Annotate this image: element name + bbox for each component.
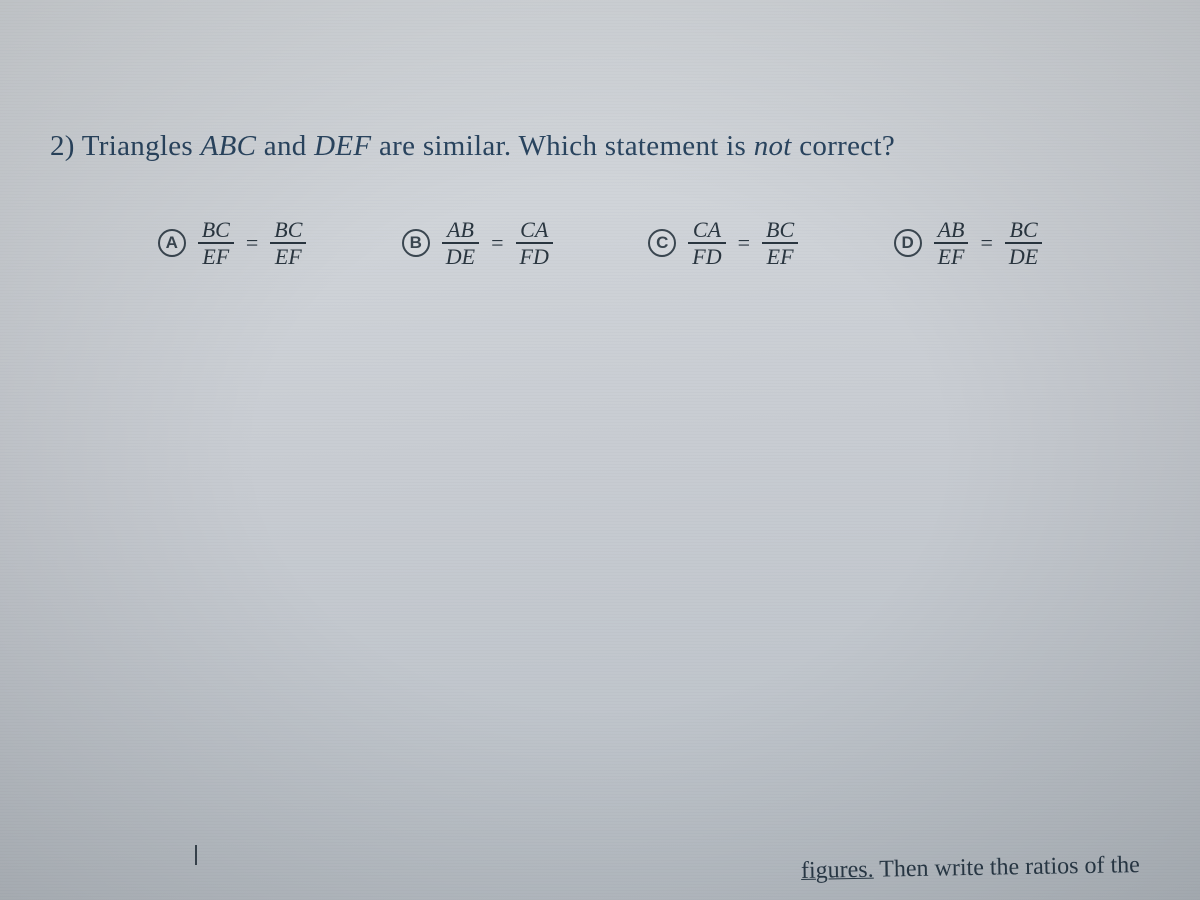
num: BC xyxy=(270,218,306,242)
question-text: 2) Triangles ABC and DEF are similar. Wh… xyxy=(50,130,1150,163)
den: FD xyxy=(688,244,725,268)
num: AB xyxy=(934,218,969,242)
fraction-b-right: CA FD xyxy=(516,218,553,268)
den: EF xyxy=(934,244,969,268)
fraction-c-right: BC EF xyxy=(762,218,798,268)
option-a[interactable]: A BC EF = BC EF xyxy=(158,218,307,268)
fraction-c-left: CA FD xyxy=(688,218,725,268)
q-not: not xyxy=(754,130,792,162)
num: BC xyxy=(198,218,234,242)
option-marker-d: D xyxy=(894,229,922,257)
equation-a: BC EF = BC EF xyxy=(198,218,307,268)
option-marker-b: B xyxy=(402,229,430,257)
option-d[interactable]: D AB EF = BC DE xyxy=(894,218,1043,268)
fraction-a-right: BC EF xyxy=(270,218,306,268)
equation-b: AB DE = CA FD xyxy=(442,218,553,268)
equals-sign: = xyxy=(736,230,752,256)
den: DE xyxy=(442,244,479,268)
num: BC xyxy=(762,218,798,242)
num: BC xyxy=(1006,218,1042,242)
num: AB xyxy=(443,218,478,242)
den: FD xyxy=(516,244,553,268)
equals-sign: = xyxy=(978,230,994,256)
den: EF xyxy=(198,244,233,268)
den: EF xyxy=(271,244,306,268)
triangle-def: DEF xyxy=(314,130,371,162)
q-word-triangles: Triangles xyxy=(82,130,193,162)
option-b[interactable]: B AB DE = CA FD xyxy=(402,218,553,268)
question-number: 2) xyxy=(50,130,75,162)
options-row: A BC EF = BC EF B xyxy=(50,218,1150,268)
num: CA xyxy=(689,218,725,242)
option-c[interactable]: C CA FD = BC EF xyxy=(648,218,798,268)
equation-d: AB EF = BC DE xyxy=(934,218,1043,268)
q-tail: correct? xyxy=(799,130,895,162)
den: EF xyxy=(763,244,798,268)
fraction-a-left: BC EF xyxy=(198,218,234,268)
fraction-d-right: BC DE xyxy=(1005,218,1042,268)
question-block: 2) Triangles ABC and DEF are similar. Wh… xyxy=(0,0,1200,268)
option-marker-a: A xyxy=(158,229,186,257)
den: DE xyxy=(1005,244,1042,268)
triangle-abc: ABC xyxy=(201,130,257,162)
equation-c: CA FD = BC EF xyxy=(688,218,798,268)
equals-sign: = xyxy=(244,230,260,256)
equals-sign: = xyxy=(489,230,505,256)
q-word-and: and xyxy=(264,130,307,162)
worksheet-page: 2) Triangles ABC and DEF are similar. Wh… xyxy=(0,0,1200,900)
fraction-d-left: AB EF xyxy=(934,218,969,268)
option-marker-c: C xyxy=(648,229,676,257)
num: CA xyxy=(516,218,552,242)
footer-underlined: figures. xyxy=(801,857,874,884)
footer-plain: Then write the ratios of the xyxy=(879,852,1140,883)
ruler-tick xyxy=(195,845,197,865)
q-mid: are similar. Which statement is xyxy=(379,130,746,162)
fraction-b-left: AB DE xyxy=(442,218,479,268)
next-question-fragment: figures. Then write the ratios of the xyxy=(801,852,1140,885)
